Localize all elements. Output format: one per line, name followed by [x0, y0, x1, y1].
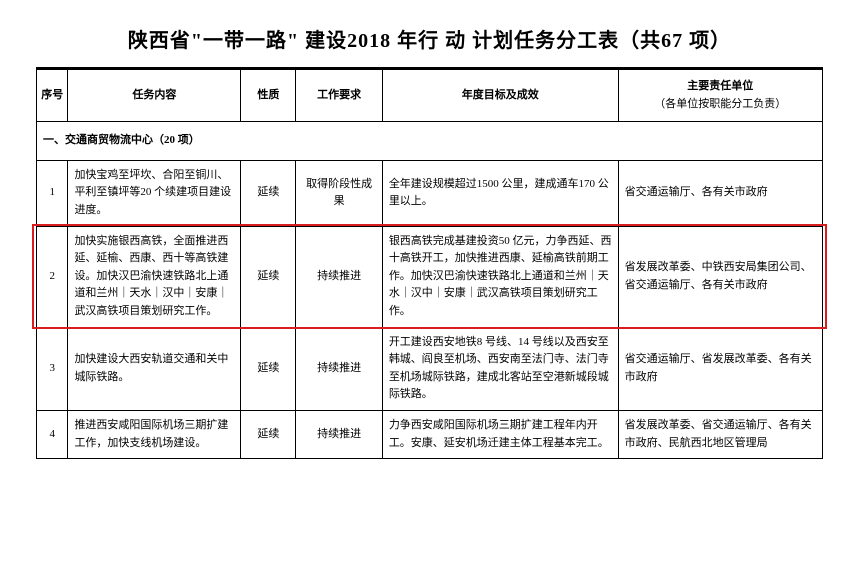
cell-target: 力争西安咸阳国际机场三期扩建工程年内开工。安康、延安机场迁建主体工程基本完工。	[382, 410, 618, 458]
page-title: 陕西省"一带一路" 建设2018 年行 动 计划任务分工表（共67 项）	[36, 24, 823, 53]
table-row: 2 加快实施银西高铁，全面推进西延、延榆、西康、西十等高铁建设。加快汉巴渝快速铁…	[37, 226, 823, 327]
table-row: 1 加快宝鸡至坪坎、合阳至铜川、平利至镇坪等20 个续建项目建设进度。 延续 取…	[37, 160, 823, 226]
col-header-resp: 主要责任单位 （各单位按职能分工负责）	[618, 70, 822, 122]
cell-seq: 2	[37, 226, 68, 327]
cell-target: 全年建设规模超过1500 公里，建成通车170 公里以上。	[382, 160, 618, 226]
cell-req: 持续推进	[296, 226, 382, 327]
col-header-task: 任务内容	[68, 70, 241, 122]
cell-resp: 省发展改革委、中铁西安局集团公司、省交通运输厅、各有关市政府	[618, 226, 822, 327]
cell-nature: 延续	[241, 410, 296, 458]
cell-task: 加快建设大西安轨道交通和关中城际铁路。	[68, 327, 241, 410]
table-header-row: 序号 任务内容 性质 工作要求 年度目标及成效 主要责任单位 （各单位按职能分工…	[37, 70, 823, 122]
table-row: 3 加快建设大西安轨道交通和关中城际铁路。 延续 持续推进 开工建设西安地铁8 …	[37, 327, 823, 410]
table-wrapper: 序号 任务内容 性质 工作要求 年度目标及成效 主要责任单位 （各单位按职能分工…	[36, 69, 823, 459]
col-header-resp-sub: （各单位按职能分工负责）	[623, 96, 818, 114]
col-header-nature: 性质	[241, 70, 296, 122]
section-row: 一、交通商贸物流中心（20 项）	[37, 122, 823, 161]
cell-seq: 3	[37, 327, 68, 410]
cell-task: 推进西安咸阳国际机场三期扩建工作，加快支线机场建设。	[68, 410, 241, 458]
cell-target: 银西高铁完成基建投资50 亿元，力争西延、西十高铁开工，加快推进西康、延榆高铁前…	[382, 226, 618, 327]
cell-req: 持续推进	[296, 327, 382, 410]
section-title: 一、交通商贸物流中心（20 项）	[37, 122, 823, 161]
cell-req: 取得阶段性成果	[296, 160, 382, 226]
cell-task: 加快宝鸡至坪坎、合阳至铜川、平利至镇坪等20 个续建项目建设进度。	[68, 160, 241, 226]
col-header-req: 工作要求	[296, 70, 382, 122]
cell-seq: 1	[37, 160, 68, 226]
col-header-target: 年度目标及成效	[382, 70, 618, 122]
col-header-seq: 序号	[37, 70, 68, 122]
cell-resp: 省发展改革委、省交通运输厅、各有关市政府、民航西北地区管理局	[618, 410, 822, 458]
cell-target: 开工建设西安地铁8 号线、14 号线以及西安至韩城、阎良至机场、西安南至法门寺、…	[382, 327, 618, 410]
col-header-resp-main: 主要责任单位	[687, 80, 753, 92]
table-row: 4 推进西安咸阳国际机场三期扩建工作，加快支线机场建设。 延续 持续推进 力争西…	[37, 410, 823, 458]
cell-req: 持续推进	[296, 410, 382, 458]
cell-nature: 延续	[241, 160, 296, 226]
task-division-table: 序号 任务内容 性质 工作要求 年度目标及成效 主要责任单位 （各单位按职能分工…	[36, 69, 823, 459]
cell-resp: 省交通运输厅、各有关市政府	[618, 160, 822, 226]
cell-nature: 延续	[241, 327, 296, 410]
cell-task: 加快实施银西高铁，全面推进西延、延榆、西康、西十等高铁建设。加快汉巴渝快速铁路北…	[68, 226, 241, 327]
cell-seq: 4	[37, 410, 68, 458]
cell-nature: 延续	[241, 226, 296, 327]
cell-resp: 省交通运输厅、省发展改革委、各有关市政府	[618, 327, 822, 410]
